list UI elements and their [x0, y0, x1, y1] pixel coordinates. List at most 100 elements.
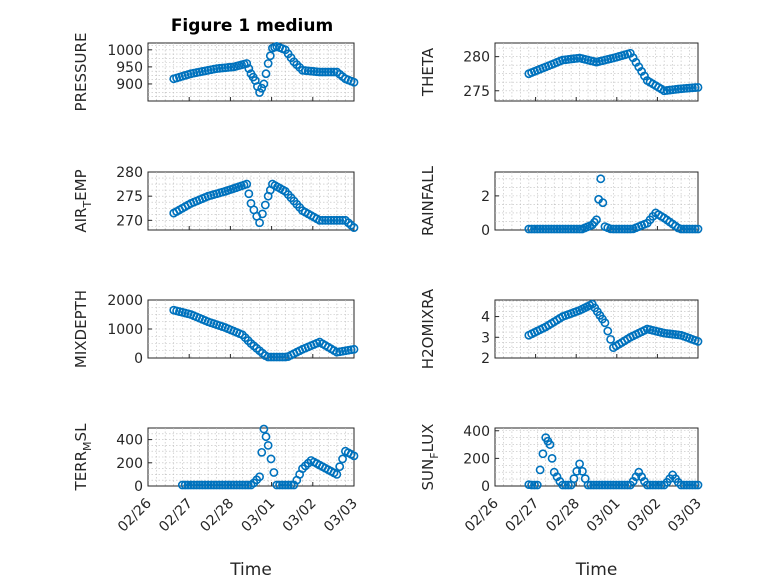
data-point	[257, 83, 267, 93]
y-label-subscript: F	[428, 452, 441, 458]
subplot-mixdepth: 0 1000 2000 MIXDEPTH	[72, 290, 359, 368]
data-point	[606, 480, 615, 490]
subplot-h2omixra: 2 3 4 H2OMIXRA	[419, 288, 703, 369]
data-point	[206, 480, 216, 490]
x-tick-label: 02/28	[197, 496, 237, 536]
data-point	[244, 189, 254, 199]
data-point	[266, 454, 276, 464]
subplot-air-temp: 270 275 280 AIRTEMP	[72, 165, 359, 233]
data-point	[594, 480, 604, 490]
data-point	[609, 224, 618, 234]
x-axis-label: Time	[229, 560, 272, 580]
data-point	[606, 334, 615, 344]
y-tick-label: 200	[463, 451, 490, 467]
y-label-text: EMP	[72, 169, 90, 200]
data-point	[563, 224, 573, 234]
data-point	[578, 466, 587, 476]
data-point	[600, 318, 610, 328]
data-point	[552, 224, 562, 234]
data-point	[558, 480, 568, 490]
data-point	[693, 480, 703, 490]
y-tick-label: 2	[481, 189, 490, 205]
data-point	[651, 480, 661, 490]
data-point	[349, 223, 359, 232]
y-axis-label: TERRMSL	[72, 423, 94, 492]
data-point	[257, 447, 267, 457]
y-axis-label: THETA	[419, 47, 437, 97]
data-point	[611, 224, 621, 234]
data-point	[195, 480, 204, 490]
data-point	[244, 64, 254, 73]
data-point	[258, 209, 267, 219]
data-point	[255, 218, 264, 228]
data-point	[690, 224, 700, 234]
data-point	[583, 480, 593, 490]
data-point	[547, 453, 557, 463]
data-point	[589, 480, 599, 490]
y-tick-label: 4	[481, 310, 490, 326]
data-point	[535, 224, 545, 234]
data-point	[269, 468, 279, 477]
data-point	[332, 215, 342, 225]
x-tick-label: 02/26	[462, 495, 502, 535]
data-point	[532, 480, 542, 490]
data-point	[575, 459, 584, 469]
data-point	[645, 480, 655, 490]
data-point	[183, 480, 193, 490]
data-point	[266, 352, 276, 362]
data-point	[600, 480, 610, 490]
y-tick-label: 1000	[107, 322, 143, 338]
data-point	[326, 215, 336, 225]
y-tick-label: 400	[463, 424, 490, 440]
y-axis-label: SUNFLUX	[419, 424, 441, 491]
data-point	[676, 224, 686, 234]
subplot-terr-msl: 0 200 400 02/26 02/27 02/28 03/01 03/02 03/03 TER…	[72, 423, 361, 580]
data-point	[263, 352, 273, 362]
data-point	[335, 462, 345, 472]
data-point	[572, 224, 582, 234]
data-point	[614, 480, 624, 490]
data-point	[315, 215, 325, 225]
data-point	[212, 480, 222, 490]
data-point	[323, 67, 333, 77]
x-tick-label: 03/02	[624, 496, 664, 536]
y-tick-label: 3	[481, 330, 490, 346]
data-point	[192, 480, 202, 490]
x-tick-label: 02/26	[115, 495, 155, 535]
data-point	[606, 224, 615, 234]
data-point	[563, 480, 573, 490]
y-label-text: SUN	[419, 459, 437, 491]
data-point	[569, 474, 579, 484]
data-point	[685, 224, 694, 234]
data-point	[220, 480, 230, 490]
y-label-subscript: M	[81, 441, 94, 451]
y-tick-label: 1000	[107, 43, 143, 59]
y-label-text: SL	[72, 423, 90, 442]
y-tick-label: 2	[481, 351, 490, 367]
data-point	[217, 480, 227, 490]
data-point	[546, 224, 556, 234]
y-tick-label: 275	[116, 189, 143, 205]
data-point	[278, 480, 287, 490]
data-point	[623, 224, 632, 234]
data-point	[527, 224, 537, 234]
data-point	[603, 326, 613, 336]
y-tick-label: 270	[116, 213, 143, 229]
data-point	[648, 480, 658, 490]
data-point	[654, 480, 663, 490]
data-point	[318, 215, 327, 225]
data-point	[614, 224, 624, 234]
data-point	[203, 480, 213, 490]
data-point	[592, 480, 601, 490]
data-point	[687, 224, 697, 234]
x-tick-label: 02/27	[156, 496, 196, 536]
data-point	[332, 469, 342, 479]
data-point	[532, 224, 542, 234]
data-point	[329, 215, 339, 225]
data-point	[263, 440, 273, 450]
y-label-text: LUX	[419, 424, 437, 453]
data-point	[263, 59, 273, 68]
data-point	[229, 480, 239, 490]
subplot-rainfall: 0 2 RAINFALL	[419, 165, 703, 239]
